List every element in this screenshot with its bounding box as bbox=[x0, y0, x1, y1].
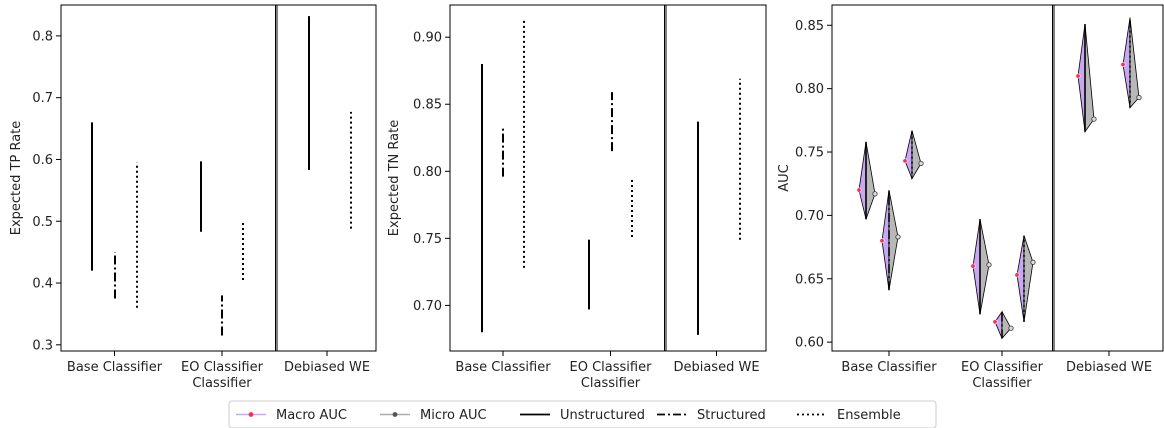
violin-micro-half bbox=[865, 141, 876, 220]
macro-auc-point bbox=[902, 158, 908, 164]
y-tick-label: 0.85 bbox=[795, 19, 824, 34]
macro-auc-point bbox=[992, 319, 998, 325]
violin-micro-half bbox=[1129, 17, 1140, 109]
micro-auc-point bbox=[872, 191, 878, 197]
violin-micro-half bbox=[1001, 311, 1012, 340]
x-tick-label: Debiased WE bbox=[1066, 360, 1152, 375]
plot-frame-right bbox=[276, 4, 377, 352]
violin-macro-half bbox=[1016, 235, 1025, 322]
x-axis-label: Classifier bbox=[192, 376, 252, 391]
legend-label: Structured bbox=[697, 408, 766, 423]
x-tick-label: Base Classifier bbox=[67, 360, 163, 375]
legend-label: Micro AUC bbox=[420, 408, 487, 423]
macro-auc-point bbox=[1120, 62, 1126, 68]
y-tick-label: 0.8 bbox=[32, 29, 53, 44]
legend-frame bbox=[228, 400, 937, 428]
violin-micro-half bbox=[1084, 23, 1095, 133]
y-tick-label: 0.75 bbox=[795, 146, 824, 161]
chart-panel-2: 0.70 0.75 0.80 0.85 0.90 Expected TN Rate Base… bbox=[387, 4, 767, 391]
x-tick-label: EO Classifier bbox=[570, 360, 653, 375]
violin-micro-half bbox=[888, 189, 899, 291]
micro-auc-point bbox=[1008, 325, 1014, 331]
y-tick-label: 0.80 bbox=[413, 165, 442, 180]
plot-frame-right bbox=[1053, 4, 1164, 352]
plot-frame-left bbox=[60, 4, 278, 352]
x-tick-label: Base Classifier bbox=[455, 360, 551, 375]
y-tick-label: 0.6 bbox=[32, 153, 53, 168]
plot-frame-right bbox=[665, 4, 767, 352]
y-tick-label: 0.65 bbox=[795, 272, 824, 287]
y-tick-label: 0.75 bbox=[413, 232, 442, 247]
macro-auc-point bbox=[879, 238, 885, 244]
micro-auc-point bbox=[895, 234, 901, 240]
x-tick-label: Debiased WE bbox=[673, 360, 759, 375]
chart-panel-3: 0.60 0.65 0.70 0.75 0.80 0.85 AUC Base Classifi… bbox=[777, 4, 1164, 391]
violin-micro-half bbox=[911, 130, 922, 181]
legend-micro-marker bbox=[392, 412, 398, 417]
y-tick-label: 0.5 bbox=[32, 215, 53, 230]
x-axis-label: Classifier bbox=[972, 376, 1032, 391]
x-tick-label: Debiased WE bbox=[284, 360, 370, 375]
x-axis-label: Classifier bbox=[581, 376, 641, 391]
y-axis-label: AUC bbox=[777, 164, 792, 192]
y-tick-label: 0.85 bbox=[413, 98, 442, 113]
y-axis-label: Expected TN Rate bbox=[387, 120, 402, 236]
violin-micro-half bbox=[1023, 235, 1034, 322]
y-tick-label: 0.4 bbox=[32, 277, 53, 292]
micro-auc-point bbox=[918, 160, 924, 167]
x-tick-label: EO Classifier bbox=[961, 360, 1044, 375]
legend-macro-marker bbox=[248, 412, 254, 417]
legend-label: Unstructured bbox=[560, 408, 645, 423]
micro-auc-point bbox=[986, 262, 992, 268]
y-axis-label: Expected TP Rate bbox=[9, 121, 24, 236]
legend-label: Ensemble bbox=[837, 408, 901, 423]
violin-macro-half bbox=[994, 310, 1003, 339]
macro-auc-point bbox=[970, 263, 976, 269]
macro-auc-point bbox=[1014, 272, 1020, 278]
x-tick-label: Base Classifier bbox=[841, 360, 937, 375]
y-tick-label: 0.70 bbox=[795, 209, 824, 224]
x-tick-label: EO Classifier bbox=[181, 360, 264, 375]
micro-auc-point bbox=[1030, 259, 1036, 265]
chart-panel-1: 0.3 0.4 0.5 0.6 0.7 0.8 Expected TP Rate Base C… bbox=[9, 4, 377, 391]
y-tick-label: 0.80 bbox=[795, 82, 824, 97]
y-tick-label: 0.90 bbox=[413, 31, 442, 46]
legend: Macro AUC Micro AUC Unstructured Structured… bbox=[228, 400, 937, 428]
y-tick-label: 0.70 bbox=[413, 299, 442, 314]
y-tick-label: 0.3 bbox=[32, 338, 53, 353]
y-tick-label: 0.60 bbox=[795, 336, 824, 351]
violin-macro-half bbox=[904, 130, 913, 179]
macro-auc-point bbox=[1075, 73, 1081, 79]
legend-label: Macro AUC bbox=[276, 408, 347, 423]
violin-macro-half bbox=[858, 141, 867, 220]
macro-auc-point bbox=[856, 187, 862, 193]
micro-auc-point bbox=[1091, 116, 1097, 122]
y-tick-label: 0.7 bbox=[32, 91, 53, 106]
micro-auc-point bbox=[1136, 94, 1142, 101]
